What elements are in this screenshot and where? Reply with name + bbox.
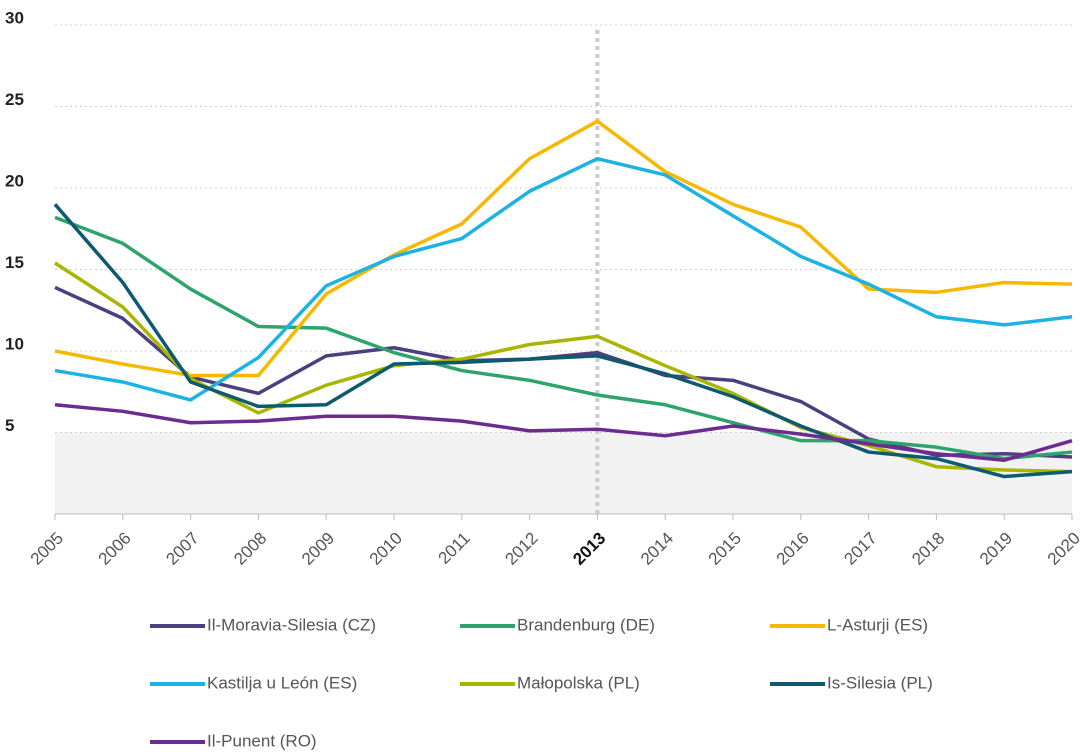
x-tick-label: 2020 bbox=[1044, 529, 1080, 569]
y-tick-label: 15 bbox=[5, 253, 24, 272]
series-line bbox=[54, 215, 1073, 461]
y-tick-label: 25 bbox=[5, 90, 24, 109]
series-line bbox=[54, 403, 1073, 462]
legend-label: Il-Moravia-Silesia (CZ) bbox=[207, 615, 376, 634]
x-tick-label: 2009 bbox=[298, 529, 338, 569]
x-tick-label: 2006 bbox=[95, 529, 135, 569]
x-tick-label: 2008 bbox=[230, 529, 270, 569]
legend-label: Is-Silesia (PL) bbox=[827, 673, 933, 692]
y-tick-label: 10 bbox=[5, 334, 24, 353]
series-line bbox=[53, 203, 1073, 479]
series-line bbox=[54, 119, 1073, 378]
x-tick-label: 2011 bbox=[435, 529, 474, 568]
x-tick-label: 2012 bbox=[501, 529, 541, 569]
legend-label: L-Asturji (ES) bbox=[827, 615, 928, 634]
y-tick-label: 20 bbox=[5, 171, 24, 190]
x-tick-label: 2019 bbox=[976, 529, 1016, 569]
legend-label: Brandenburg (DE) bbox=[517, 615, 655, 634]
legend-label: Kastilja u León (ES) bbox=[207, 673, 357, 692]
legend-label: Il-Punent (RO) bbox=[207, 731, 317, 750]
x-tick-label: 2010 bbox=[366, 529, 406, 569]
legend-label: Małopolska (PL) bbox=[517, 673, 640, 692]
x-tick-label: 2013 bbox=[569, 529, 609, 569]
y-tick-label: 5 bbox=[5, 416, 14, 435]
x-tick-label: 2005 bbox=[27, 529, 67, 569]
y-tick-label: 30 bbox=[5, 8, 24, 27]
x-tick-label: 2007 bbox=[162, 529, 202, 569]
x-tick-label: 2014 bbox=[637, 529, 677, 569]
x-tick-label: 2017 bbox=[840, 529, 880, 569]
x-tick-label: 2015 bbox=[705, 529, 745, 569]
series-line bbox=[54, 156, 1073, 402]
x-tick-label: 2018 bbox=[908, 529, 948, 569]
x-tick-label: 2016 bbox=[773, 529, 813, 569]
